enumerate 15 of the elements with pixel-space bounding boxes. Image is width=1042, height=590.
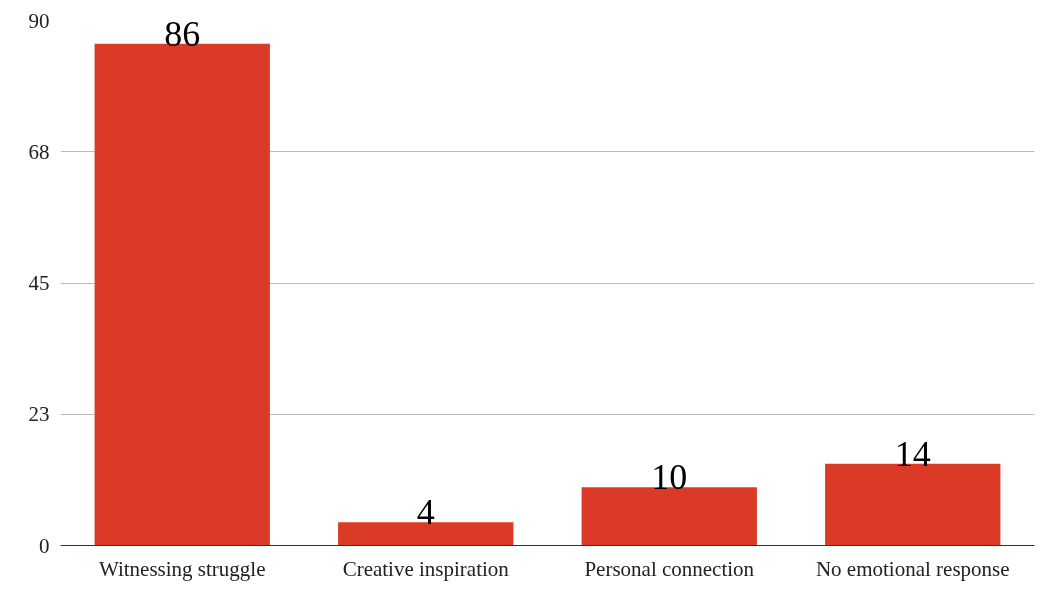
y-tick-label: 90: [28, 8, 50, 33]
x-tick-label: Witnessing struggle: [98, 556, 266, 581]
y-tick-label: 0: [39, 533, 50, 558]
x-tick-label: Creative inspiration: [342, 556, 510, 581]
x-tick-label: Personal connection: [584, 556, 755, 581]
data-label: 86: [164, 13, 201, 54]
y-tick-label: 23: [28, 402, 50, 427]
bar: [581, 487, 757, 546]
data-label: 14: [894, 433, 931, 474]
data-label: 4: [416, 492, 435, 533]
x-tick-label: No emotional response: [815, 556, 1010, 581]
y-tick-label: 45: [28, 271, 50, 295]
y-tick-label: 68: [28, 139, 50, 164]
data-label: 10: [651, 457, 688, 498]
bar: [338, 522, 514, 546]
